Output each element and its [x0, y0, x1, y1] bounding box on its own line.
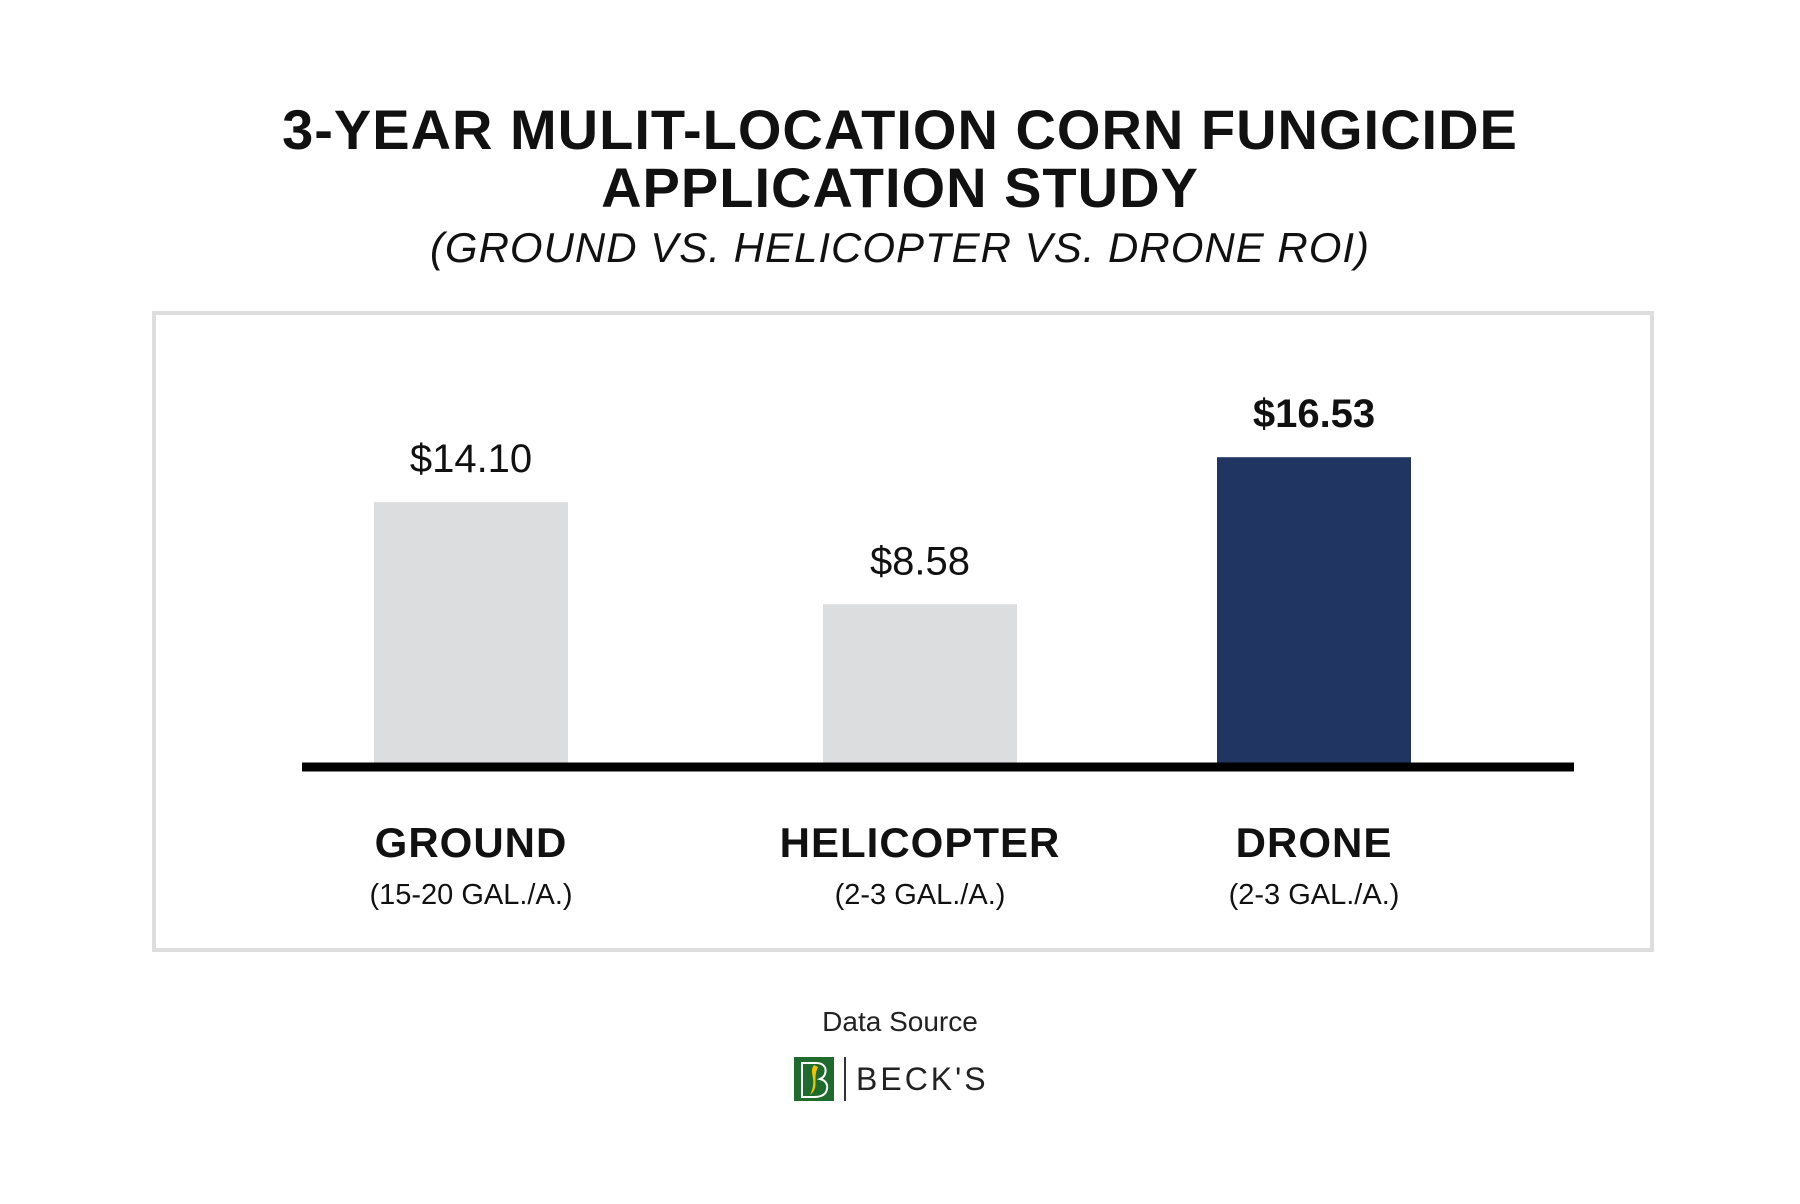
value-label-ground: $14.10: [410, 437, 532, 481]
logo-text: BECK'S: [856, 1061, 989, 1097]
bar-drone: [1217, 457, 1411, 763]
category-label-ground: GROUND: [375, 819, 568, 866]
category-label-drone: DRONE: [1236, 819, 1393, 866]
chart-title-line-2: APPLICATION STUDY: [601, 156, 1199, 219]
category-label-helicopter: HELICOPTER: [780, 819, 1061, 866]
bar-ground: [374, 502, 568, 763]
bar-chart: $14.10 GROUND (15-20 GAL./A.) $8.58 HELICOPT…: [302, 392, 1574, 911]
category-sublabel-ground: (15-20 GAL./A.): [369, 879, 572, 911]
data-source-label: Data Source: [822, 1006, 978, 1037]
chart-title-line-1: 3-YEAR MULIT-LOCATION CORN FUNGICIDE: [282, 98, 1518, 161]
bar-helicopter: [823, 604, 1017, 763]
category-sublabel-helicopter: (2-3 GAL./A.): [835, 879, 1006, 911]
category-sublabel-drone: (2-3 GAL./A.): [1229, 879, 1400, 911]
becks-logo: BECK'S: [794, 1055, 1014, 1105]
chart-subtitle: (GROUND VS. HELICOPTER VS. DRONE ROI): [429, 224, 1371, 271]
logo-divider: [844, 1057, 846, 1101]
becks-b-leaf-icon: [794, 1057, 834, 1101]
value-label-drone: $16.53: [1253, 392, 1375, 436]
chart-frame: $14.10 GROUND (15-20 GAL./A.) $8.58 HELICOPT…: [152, 311, 1654, 952]
value-label-helicopter: $8.58: [870, 539, 970, 583]
